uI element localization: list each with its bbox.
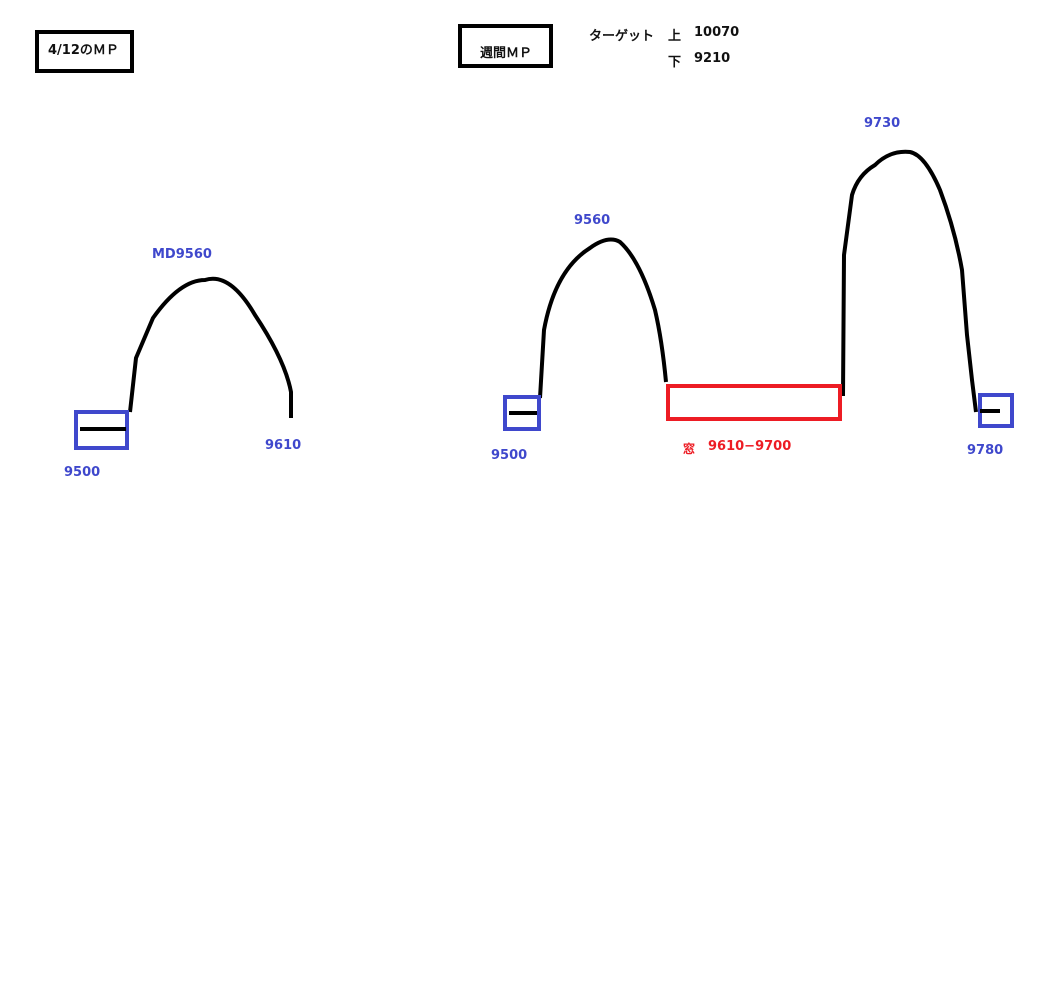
window-gap-box	[666, 384, 842, 421]
upper-value: 10070	[694, 25, 740, 40]
right-curve-1	[538, 237, 668, 399]
lower-value: 9210	[694, 51, 731, 66]
left-curve	[128, 276, 293, 418]
lower-label: 下	[668, 55, 682, 70]
target-label: ターゲット	[589, 29, 655, 44]
left-title-box	[35, 30, 134, 73]
window-range: 9610−9700	[708, 439, 792, 454]
left-title: 4/12のＭＰ	[48, 43, 119, 58]
window-label: 窓	[683, 442, 696, 456]
left-start-box	[74, 410, 129, 450]
left-start-label: 9500	[64, 465, 101, 480]
peak1-label: 9560	[574, 213, 611, 228]
right-start-box	[503, 395, 541, 431]
left-peak-label: MD9560	[152, 247, 212, 262]
right-start-label: 9500	[491, 448, 528, 463]
left-end-label: 9610	[265, 438, 302, 453]
right-title-box	[458, 24, 553, 68]
upper-label: 上	[668, 29, 682, 44]
right-title: 週間ＭＰ	[480, 46, 533, 61]
right-curve-2	[841, 149, 978, 413]
right-end-label: 9780	[967, 443, 1004, 458]
peak2-label: 9730	[864, 116, 901, 131]
